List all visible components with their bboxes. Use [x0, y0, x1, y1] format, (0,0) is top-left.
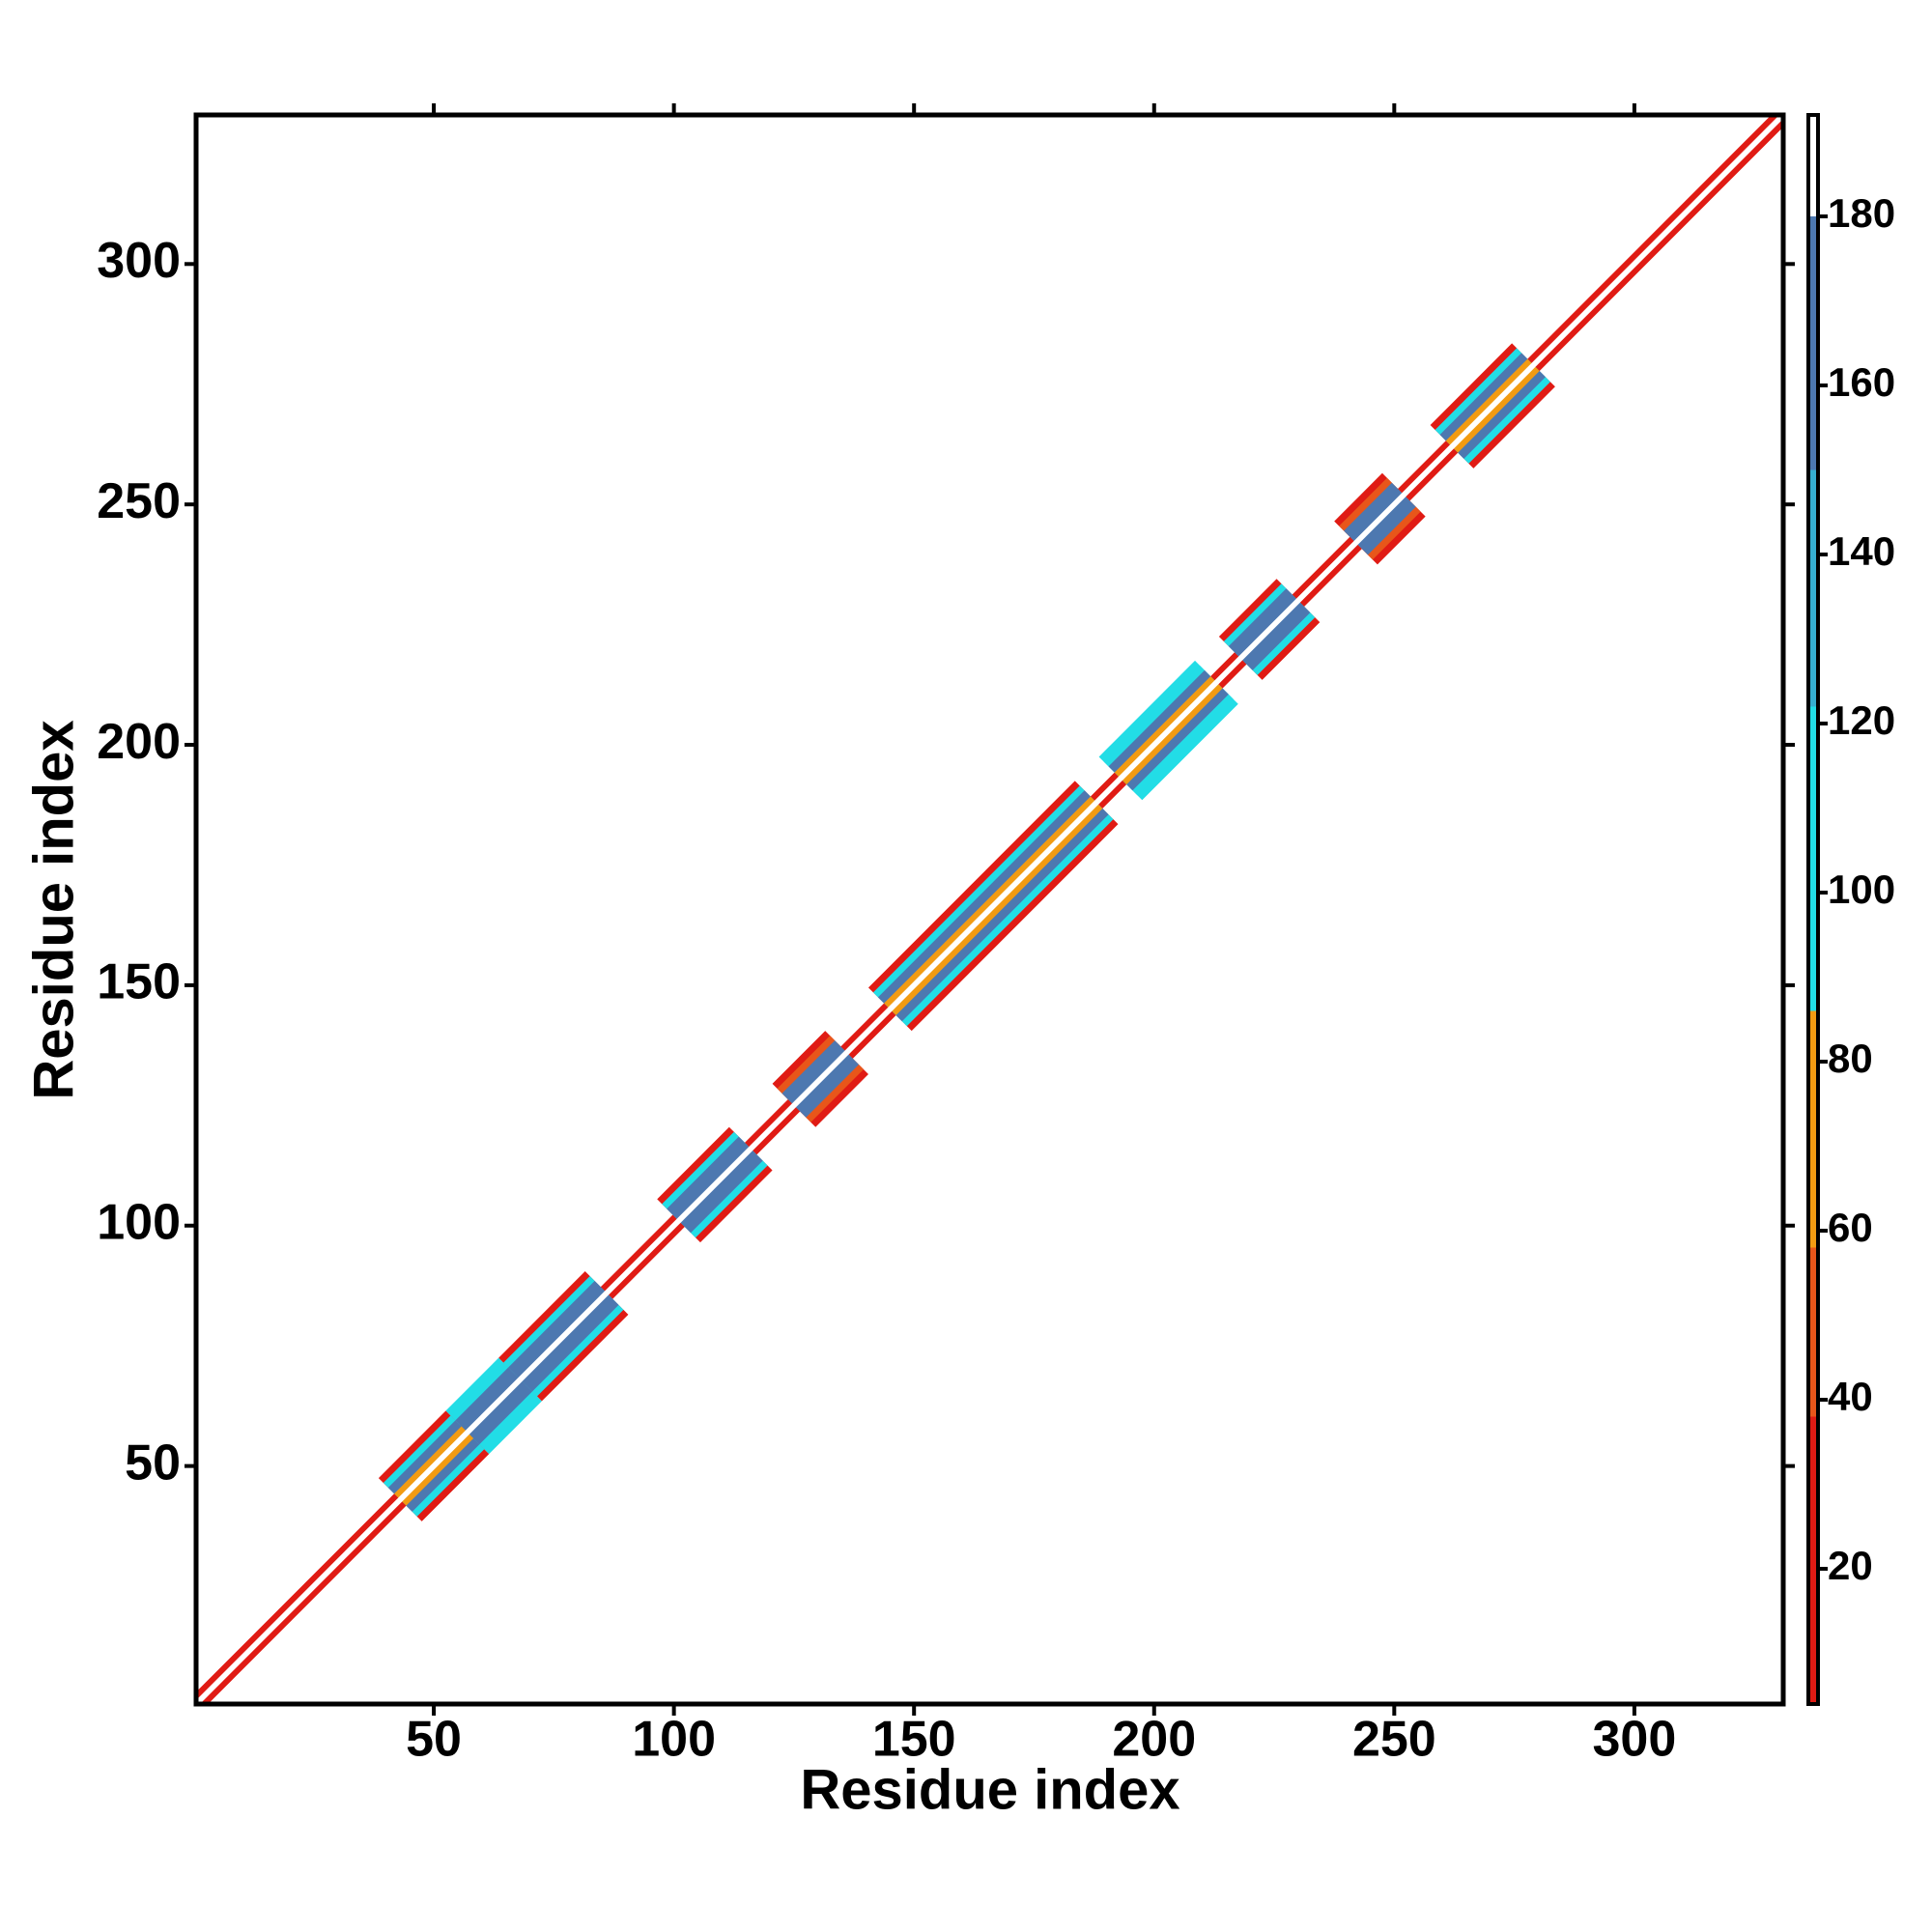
- heatmap-cells: [196, 115, 1783, 1704]
- y-axis-label: Residue index: [22, 720, 85, 1099]
- colorbar-band: [1808, 216, 1818, 470]
- colorbar-tick-label: 40: [1828, 1374, 1873, 1419]
- colorbar-band: [1808, 469, 1818, 707]
- x-tick-label: 150: [872, 1712, 956, 1768]
- colorbar-tick-label: 100: [1828, 867, 1895, 912]
- colorbar-band: [1808, 1247, 1818, 1417]
- colorbar-frame: [1806, 113, 1820, 1706]
- x-tick-label: 300: [1593, 1712, 1677, 1768]
- y-tick-label: 100: [97, 1194, 181, 1250]
- x-tick-label: 200: [1112, 1712, 1196, 1768]
- plot-frame: [193, 112, 1786, 1707]
- colorbar-tick-label: 20: [1828, 1543, 1873, 1588]
- colorbar-tick-label: 180: [1828, 190, 1895, 236]
- y-tick-label: 200: [97, 714, 181, 770]
- colorbar-tick-label: 80: [1828, 1036, 1873, 1081]
- y-tick-label: 300: [97, 233, 181, 289]
- x-tick-label: 250: [1352, 1712, 1436, 1768]
- x-tick-label: 50: [406, 1712, 462, 1768]
- colorbar-tick-label: 140: [1828, 528, 1895, 574]
- y-tick-label: 250: [97, 473, 181, 529]
- y-tick-label: 50: [125, 1435, 181, 1491]
- y-tick-label: 150: [97, 954, 181, 1010]
- colorbar-tick-label: 160: [1828, 359, 1895, 405]
- colorbar-tick-label: 120: [1828, 697, 1895, 743]
- colorbar-tick-label: 60: [1828, 1205, 1873, 1250]
- colorbar-band: [1808, 1416, 1818, 1704]
- x-tick-label: 100: [632, 1712, 716, 1768]
- colorbar-band: [1808, 115, 1818, 216]
- x-axis-label: Residue index: [800, 1758, 1179, 1821]
- colorbar-band: [1808, 706, 1818, 1011]
- colorbar-band: [1808, 1010, 1818, 1248]
- contact-band: [196, 115, 1783, 1704]
